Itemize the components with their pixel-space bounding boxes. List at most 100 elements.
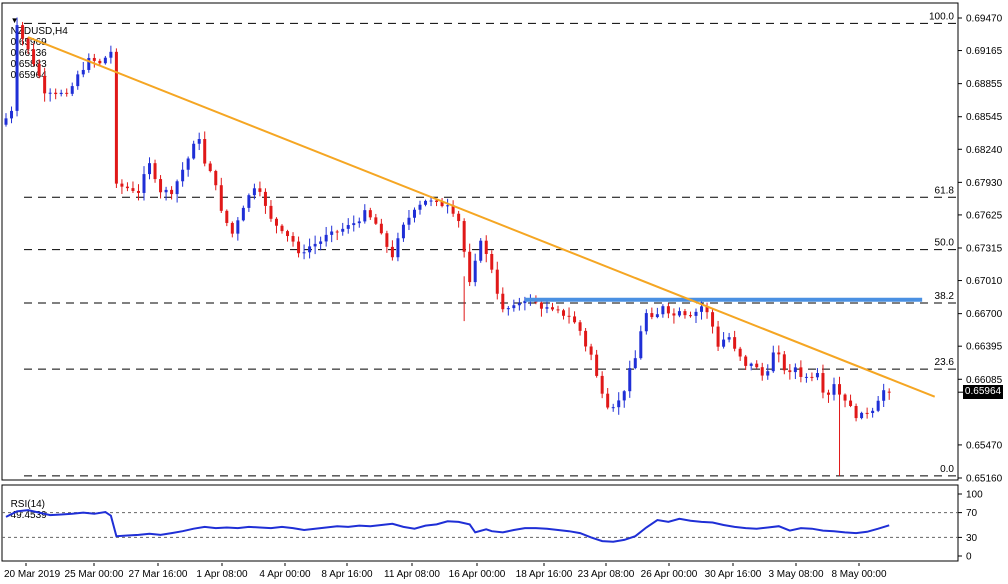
candle: [76, 70, 80, 90]
candle: [346, 218, 350, 234]
candle: [302, 244, 306, 260]
candle-body: [153, 163, 157, 180]
candle-body: [390, 246, 394, 258]
x-tick-label: 27 Mar 16:00: [129, 569, 188, 580]
candle: [280, 224, 284, 234]
candle-body: [738, 348, 742, 357]
candle: [600, 371, 604, 399]
candle: [258, 181, 262, 197]
candle-body: [804, 376, 808, 378]
candle-body: [490, 253, 494, 270]
candle: [810, 372, 814, 382]
candle: [843, 393, 847, 408]
candle-body: [368, 210, 372, 218]
price-chart[interactable]: 0.69470 0.69165 0.68855 0.68545 0.68240 0.679…: [0, 0, 1008, 483]
candle: [567, 307, 571, 324]
candle-body: [744, 356, 748, 366]
candle-body: [76, 74, 80, 87]
candle-body: [98, 60, 102, 64]
candle: [716, 320, 720, 351]
candle: [799, 360, 803, 383]
candle: [308, 238, 312, 259]
candle: [291, 232, 295, 247]
candle: [479, 238, 483, 263]
candle-body: [716, 326, 720, 347]
candle: [628, 360, 632, 398]
candle: [854, 403, 858, 422]
candle: [357, 217, 361, 228]
y-tick-label: 0.66395: [966, 342, 1003, 353]
candle: [407, 210, 411, 231]
candle: [92, 53, 96, 68]
candle-body: [876, 400, 880, 411]
candle: [633, 350, 637, 370]
candle-body: [70, 86, 74, 94]
candle-body: [26, 38, 30, 50]
rsi-label: RSI(14): [10, 499, 46, 510]
candle-body: [424, 200, 428, 205]
candle-body: [236, 220, 240, 234]
candle-body: [457, 213, 461, 222]
candle: [556, 305, 560, 314]
y-tick-label: 0.67010: [966, 276, 1003, 287]
candle-body: [214, 171, 218, 186]
candle-body: [683, 311, 687, 316]
y-tick-label: 0.65470: [966, 440, 1003, 451]
candle: [352, 215, 356, 232]
candle: [611, 403, 615, 412]
candle-body: [396, 238, 400, 258]
candle: [4, 113, 8, 127]
candle-body: [501, 293, 505, 310]
candle: [733, 330, 737, 352]
candle: [424, 199, 428, 207]
candle-body: [87, 57, 91, 70]
candle-body: [247, 195, 251, 208]
candle-body: [170, 189, 174, 195]
candle-body: [826, 392, 830, 395]
candle: [241, 205, 245, 222]
candle-body: [849, 400, 853, 406]
candle: [495, 261, 499, 300]
candle: [749, 362, 753, 371]
candle-body: [705, 306, 709, 313]
candle: [65, 88, 69, 97]
candle: [192, 140, 196, 160]
candle: [148, 157, 152, 180]
candle-body: [639, 331, 643, 359]
y-tick-label: 0.69470: [966, 14, 1003, 25]
candle-body: [286, 231, 290, 237]
candle: [335, 229, 339, 241]
candle-body: [462, 221, 466, 252]
candle-body: [843, 394, 847, 401]
candle: [87, 53, 91, 73]
x-tick-label: 8 May 00:00: [831, 569, 886, 580]
candle: [849, 394, 853, 408]
candle: [363, 204, 367, 224]
candle-body: [308, 246, 312, 253]
candle-body: [258, 188, 262, 192]
candle: [771, 345, 775, 373]
ohlc-close: 0.65964: [10, 70, 47, 81]
candle: [777, 345, 781, 363]
candle-body: [302, 252, 306, 254]
y-tick-label: 0.69165: [966, 46, 1003, 57]
candle-body: [412, 209, 416, 218]
candle-body: [37, 63, 41, 76]
candle: [385, 230, 389, 253]
rsi-tick-label: 70: [966, 508, 978, 519]
candle: [562, 308, 566, 320]
candle-body: [672, 313, 676, 316]
candle: [578, 320, 582, 336]
candle: [341, 222, 345, 236]
candle: [622, 390, 626, 408]
candle-body: [611, 407, 615, 409]
candle-body: [136, 190, 140, 193]
candle: [181, 162, 185, 187]
rsi-chart[interactable]: 100 70 30 0: [0, 483, 1008, 563]
candle-body: [335, 231, 339, 233]
candle-body: [297, 241, 301, 254]
candle-body: [562, 310, 566, 316]
candle: [236, 217, 240, 241]
candle-body: [54, 92, 58, 95]
candle: [440, 198, 444, 208]
